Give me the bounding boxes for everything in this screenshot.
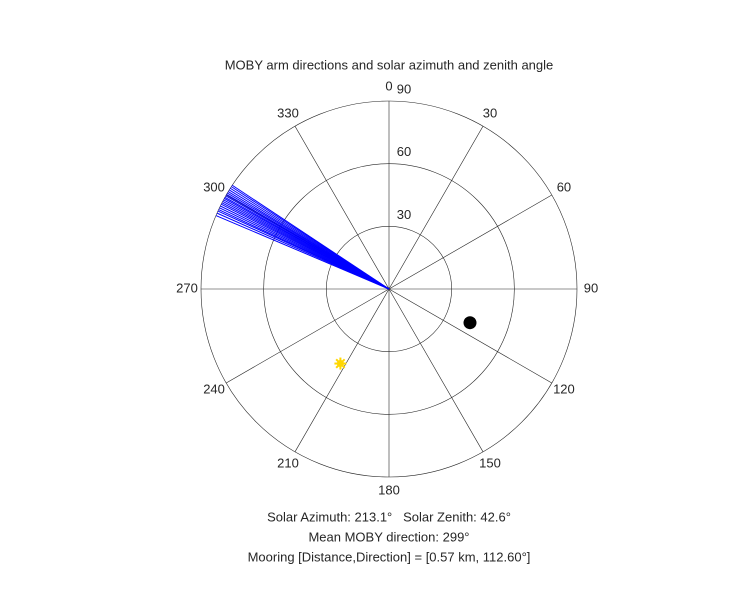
- theta-tick-label: 30: [483, 106, 497, 121]
- mooring-marker: [463, 316, 477, 330]
- theta-grid-line: [388, 288, 552, 384]
- r-tick-label: 60: [397, 144, 411, 159]
- theta-grid-line: [388, 288, 484, 452]
- theta-tick-label: 210: [277, 455, 299, 470]
- theta-tick-label: 0: [385, 78, 392, 93]
- theta-tick-label: 150: [479, 455, 501, 470]
- theta-grid-line: [388, 126, 484, 290]
- annotation: Mean MOBY direction: 299°: [308, 529, 469, 544]
- theta-grid-line: [388, 194, 552, 290]
- theta-tick-label: 90: [584, 280, 598, 295]
- annotation: Mooring [Distance,Direction] = [0.57 km,…: [248, 549, 531, 564]
- theta-tick-label: 180: [378, 482, 400, 497]
- annotation: Solar Azimuth: 213.1° Solar Zenith: 42.6…: [267, 509, 511, 524]
- theta-tick-label: 240: [203, 381, 225, 396]
- arm-direction: [231, 184, 390, 290]
- chart-title: MOBY arm directions and solar azimuth an…: [225, 57, 554, 72]
- r-tick-label: 30: [397, 207, 411, 222]
- theta-tick-label: 270: [176, 280, 198, 295]
- theta-tick-label: 330: [277, 106, 299, 121]
- theta-tick-label: 60: [557, 179, 571, 194]
- theta-tick-label: 120: [553, 381, 575, 396]
- r-tick-label: 90: [397, 81, 411, 96]
- sun-marker: [334, 357, 347, 370]
- theta-grid-line: [226, 288, 390, 384]
- theta-tick-label: 300: [203, 179, 225, 194]
- theta-grid-line: [294, 126, 390, 290]
- theta-grid-line: [294, 288, 390, 452]
